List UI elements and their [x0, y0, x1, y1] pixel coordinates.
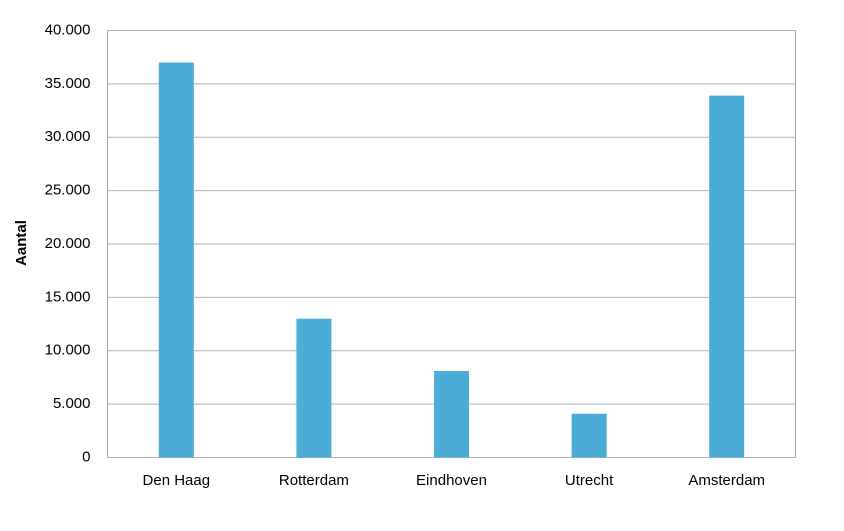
y-tick-label: 5.000	[53, 395, 91, 412]
bar	[158, 62, 194, 458]
y-tick-label: 30.000	[45, 128, 91, 145]
y-tick-label: 10.000	[45, 342, 91, 359]
y-tick-label: 20.000	[45, 235, 91, 252]
y-tick-label: 35.000	[45, 75, 91, 92]
bar	[434, 371, 469, 458]
bar	[571, 413, 607, 458]
bar	[709, 95, 745, 458]
y-tick-label: 15.000	[45, 288, 91, 305]
bar	[296, 318, 332, 458]
y-axis-label: Aantal	[13, 220, 30, 266]
x-tick-label: Eindhoven	[416, 472, 487, 489]
y-tick-label: 25.000	[45, 182, 91, 199]
x-tick-label: Den Haag	[143, 472, 211, 489]
x-tick-label: Amsterdam	[688, 472, 765, 489]
x-tick-label: Utrecht	[565, 472, 614, 489]
y-tick-label: 40.000	[45, 21, 91, 38]
y-tick-label: 0	[82, 448, 90, 465]
x-tick-label: Rotterdam	[279, 472, 349, 489]
